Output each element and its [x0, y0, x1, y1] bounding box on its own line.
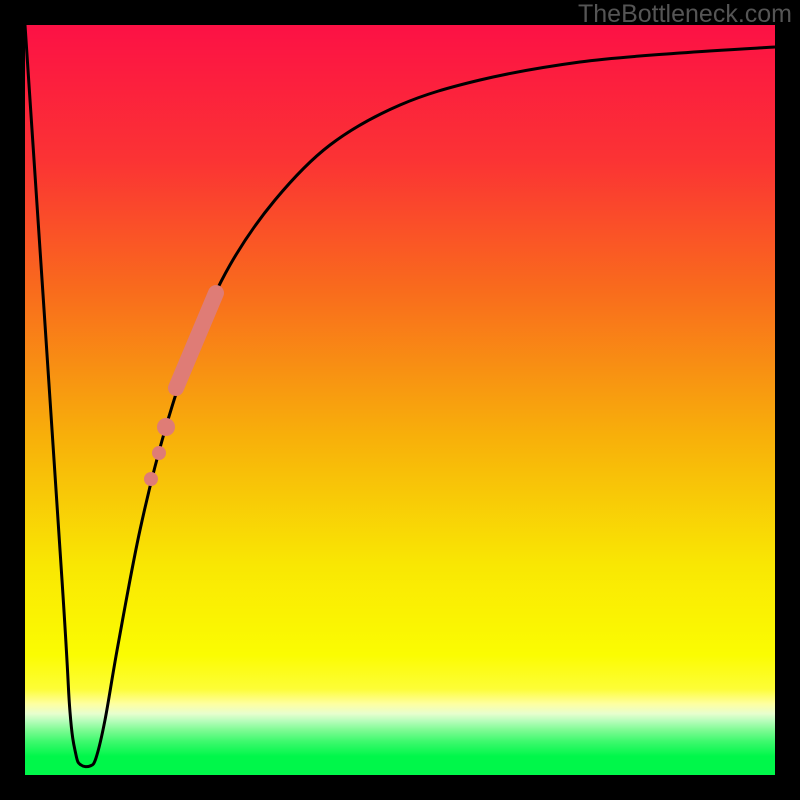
highlight-dot — [144, 472, 158, 486]
gradient-background — [25, 25, 775, 775]
watermark-text: TheBottleneck.com — [578, 0, 792, 27]
chart-container: TheBottleneck.com — [0, 0, 800, 800]
highlight-dot — [157, 418, 175, 436]
bottleneck-chart — [0, 0, 800, 800]
highlight-dot — [152, 446, 166, 460]
